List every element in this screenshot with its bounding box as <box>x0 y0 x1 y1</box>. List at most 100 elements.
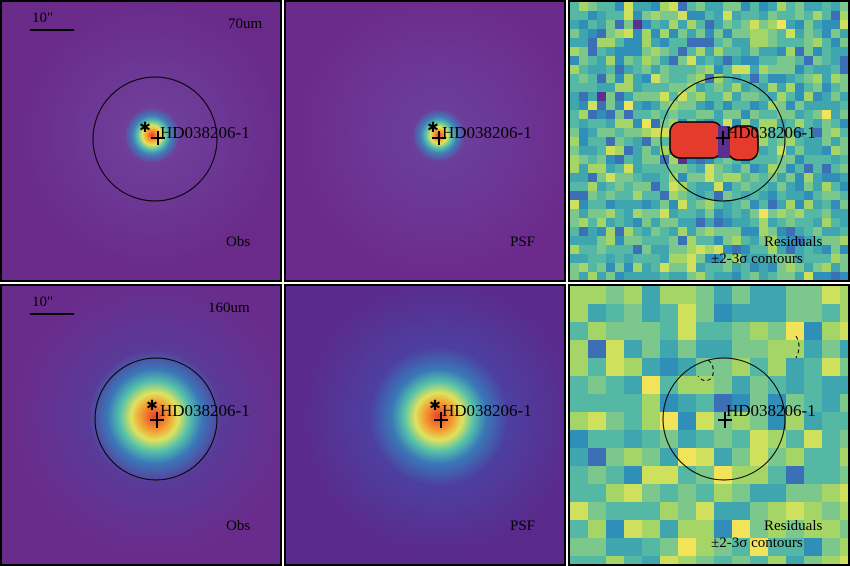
residual-pixel <box>786 56 795 65</box>
residual-pixel <box>732 304 750 322</box>
residual-pixel <box>588 322 606 340</box>
residual-pixel <box>606 556 624 564</box>
position-cross <box>716 131 730 145</box>
residual-pixel <box>795 137 804 146</box>
residual-pixel <box>570 502 588 520</box>
residual-pixel <box>813 218 822 227</box>
residual-pixel <box>768 83 777 92</box>
residual-pixel <box>597 200 606 209</box>
residual-pixel <box>786 304 804 322</box>
residual-pixel <box>669 164 678 173</box>
residual-pixel <box>651 146 660 155</box>
residual-pixel <box>633 254 642 263</box>
panel-label: Obs <box>226 234 251 250</box>
residual-pixel <box>669 272 678 280</box>
residual-pixel <box>660 484 678 502</box>
residual-pixel <box>696 83 705 92</box>
residual-pixel <box>678 304 696 322</box>
residual-pixel <box>777 47 786 56</box>
residual-pixel <box>669 92 678 101</box>
residual-pixel <box>732 394 750 412</box>
residual-pixel <box>795 182 804 191</box>
residual-pixel <box>804 38 813 47</box>
residual-pixel <box>615 2 624 11</box>
residual-pixel <box>660 191 669 200</box>
residual-pixel <box>750 74 759 83</box>
residual-pixel <box>624 191 633 200</box>
residual-pixel <box>840 466 848 484</box>
residual-pixel <box>633 56 642 65</box>
residual-pixel <box>588 74 597 83</box>
residual-pixel <box>795 200 804 209</box>
residual-pixel <box>741 74 750 83</box>
residual-pixel <box>750 263 759 272</box>
residual-pixel <box>831 209 840 218</box>
residual-pixel <box>669 74 678 83</box>
residual-pixel <box>570 272 579 280</box>
residual-pixel <box>606 74 615 83</box>
residual-pixel <box>570 209 579 218</box>
residual-pixel <box>633 128 642 137</box>
residual-pixel <box>777 56 786 65</box>
residual-pixel <box>660 29 669 38</box>
residual-pixel <box>750 520 768 538</box>
residual-pixel <box>750 502 768 520</box>
residual-pixel <box>768 286 786 304</box>
residual-pixel <box>615 200 624 209</box>
residual-pixel <box>624 29 633 38</box>
residual-pixel <box>759 146 768 155</box>
residual-pixel <box>831 236 840 245</box>
residual-pixel <box>606 119 615 128</box>
residual-pixel <box>813 65 822 74</box>
residual-pixel <box>570 304 588 322</box>
residual-pixel <box>660 448 678 466</box>
residual-pixel <box>579 119 588 128</box>
residual-pixel <box>822 245 831 254</box>
residual-pixel <box>678 272 687 280</box>
residual-pixel <box>696 502 714 520</box>
residual-pixel <box>714 236 723 245</box>
residual-pixel <box>615 29 624 38</box>
residual-pixel <box>678 101 687 110</box>
residual-pixel <box>831 110 840 119</box>
residual-pixel <box>768 304 786 322</box>
residual-pixel <box>714 430 732 448</box>
residual-pixel <box>633 272 642 280</box>
residual-pixel <box>786 137 795 146</box>
residual-pixel <box>768 191 777 200</box>
residual-pixel <box>804 74 813 83</box>
residual-pixel <box>705 254 714 263</box>
residual-pixel <box>786 236 795 245</box>
residual-contour <box>795 335 800 359</box>
residual-pixel <box>579 74 588 83</box>
residual-pixel <box>588 304 606 322</box>
residual-pixel <box>588 83 597 92</box>
residual-pixel <box>606 227 615 236</box>
residual-pixel <box>615 191 624 200</box>
residual-pixel <box>840 56 848 65</box>
residual-pixel <box>750 272 759 280</box>
residual-pixel <box>741 245 750 254</box>
residual-pixel <box>588 254 597 263</box>
residual-pixel <box>732 466 750 484</box>
residual-pixel <box>768 119 777 128</box>
panel-label: PSF <box>510 518 536 534</box>
residual-pixel <box>723 164 732 173</box>
residual-pixel <box>660 236 669 245</box>
residual-pixel <box>768 520 786 538</box>
residual-pixel <box>840 263 848 272</box>
residual-pixel <box>651 209 660 218</box>
residual-pixel <box>606 430 624 448</box>
residual-pixel <box>651 11 660 20</box>
residual-pixel <box>732 448 750 466</box>
residual-pixel <box>624 376 642 394</box>
residual-pixel <box>840 110 848 119</box>
residual-pixel <box>795 146 804 155</box>
residual-pixel <box>615 137 624 146</box>
residual-pixel <box>696 376 714 394</box>
residual-pixel <box>840 137 848 146</box>
residual-pixel <box>732 20 741 29</box>
residual-pixel <box>813 119 822 128</box>
residual-pixel <box>786 47 795 56</box>
residual-pixel <box>696 164 705 173</box>
